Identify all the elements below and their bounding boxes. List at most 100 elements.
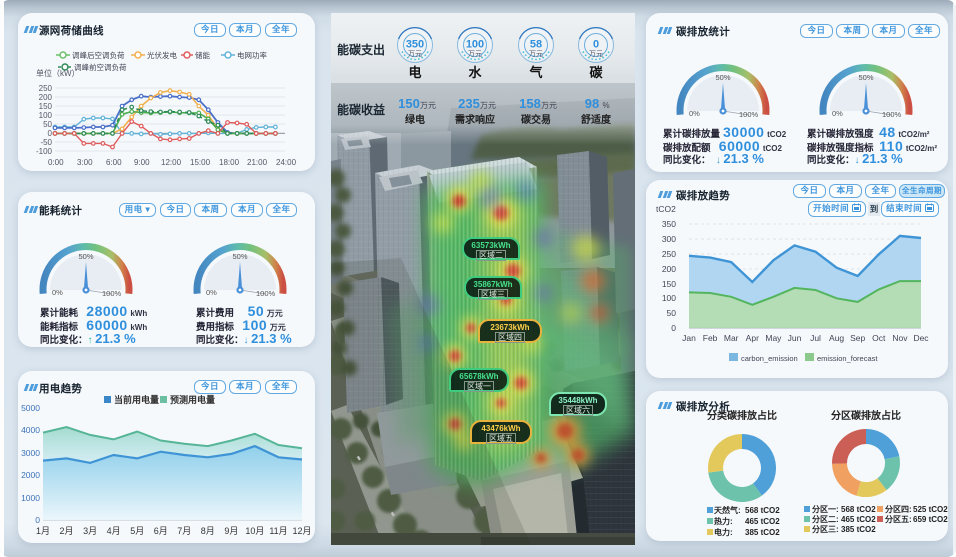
- svg-text:0%: 0%: [689, 109, 700, 118]
- svg-text:0%: 0%: [206, 288, 217, 297]
- svg-text:1000: 1000: [21, 493, 40, 503]
- svg-text:100%: 100%: [882, 110, 902, 119]
- svg-text:11月: 11月: [269, 526, 287, 536]
- svg-text:568 tCO2: 568 tCO2: [841, 505, 876, 514]
- svg-text:万元: 万元: [480, 101, 496, 110]
- svg-text:5000: 5000: [21, 403, 40, 413]
- svg-text:250: 250: [39, 84, 53, 93]
- svg-text:Oct: Oct: [872, 333, 886, 343]
- svg-text:万元: 万元: [589, 50, 603, 58]
- svg-text:58: 58: [530, 39, 542, 51]
- svg-text:100: 100: [466, 39, 484, 51]
- svg-text:分类碳排放占比: 分类碳排放占比: [707, 409, 777, 422]
- svg-text:碳交易: 碳交易: [521, 113, 551, 126]
- svg-text:1月: 1月: [36, 526, 50, 536]
- svg-text:May: May: [765, 333, 782, 343]
- svg-text:-50: -50: [40, 138, 52, 147]
- svg-text:0: 0: [593, 39, 599, 51]
- svg-text:5月: 5月: [130, 526, 144, 536]
- svg-text:Jun: Jun: [788, 333, 802, 343]
- svg-text:350: 350: [662, 219, 676, 229]
- svg-text:2000: 2000: [21, 470, 40, 480]
- svg-text:3:00: 3:00: [77, 158, 93, 167]
- svg-text:Apr: Apr: [746, 333, 759, 343]
- svg-text:50: 50: [667, 308, 677, 318]
- svg-text:200: 200: [39, 93, 53, 102]
- svg-text:0%: 0%: [52, 288, 63, 297]
- svg-text:235: 235: [458, 96, 480, 111]
- svg-text:100%: 100%: [256, 289, 276, 298]
- svg-text:300: 300: [662, 234, 676, 244]
- svg-text:6:00: 6:00: [106, 158, 122, 167]
- svg-text:12:00: 12:00: [161, 158, 182, 167]
- svg-text:4月: 4月: [107, 526, 121, 536]
- svg-text:150: 150: [39, 102, 53, 111]
- svg-text:分区三:: 分区三:: [812, 524, 839, 534]
- svg-text:18:00: 18:00: [219, 158, 240, 167]
- svg-text:3000: 3000: [21, 448, 40, 458]
- svg-text:2月: 2月: [59, 526, 73, 536]
- svg-text:100%: 100%: [102, 289, 122, 298]
- svg-text:水: 水: [468, 65, 482, 80]
- svg-text:绿电: 绿电: [405, 113, 425, 126]
- svg-text:385 tCO2: 385 tCO2: [745, 528, 780, 537]
- svg-text:Feb: Feb: [703, 333, 718, 343]
- svg-text:电力:: 电力:: [714, 527, 733, 537]
- svg-text:分区二:: 分区二:: [812, 514, 839, 524]
- svg-text:分区四:: 分区四:: [885, 504, 912, 514]
- svg-text:天然气:: 天然气:: [714, 505, 741, 515]
- svg-text:分区碳排放占比: 分区碳排放占比: [831, 409, 901, 422]
- svg-text:Mar: Mar: [724, 333, 739, 343]
- svg-text:12月: 12月: [292, 526, 311, 536]
- svg-text:465 tCO2: 465 tCO2: [841, 515, 876, 524]
- svg-text:Jan: Jan: [682, 333, 696, 343]
- svg-text:7月: 7月: [177, 526, 191, 536]
- svg-text:舒适度: 舒适度: [581, 113, 612, 126]
- svg-text:0: 0: [671, 323, 676, 333]
- svg-text:carbon_emission: carbon_emission: [741, 354, 798, 363]
- svg-text:98: 98: [585, 96, 599, 111]
- svg-text:0: 0: [48, 129, 53, 138]
- svg-text:15:00: 15:00: [190, 158, 211, 167]
- svg-text:100: 100: [39, 111, 53, 120]
- svg-text:电: 电: [408, 65, 421, 80]
- svg-text:Sep: Sep: [850, 333, 865, 343]
- svg-text:350: 350: [406, 39, 424, 51]
- svg-text:单位（kW）: 单位（kW）: [36, 68, 80, 78]
- svg-text:158: 158: [519, 96, 541, 111]
- svg-text:万元: 万元: [541, 101, 557, 110]
- svg-text:电网功率: 电网功率: [237, 50, 267, 60]
- svg-text:250: 250: [662, 249, 676, 259]
- svg-text:需求响应: 需求响应: [455, 113, 495, 126]
- svg-text:预测用电量: 预测用电量: [170, 394, 215, 405]
- svg-text:50%: 50%: [715, 73, 730, 82]
- svg-text:50%: 50%: [232, 252, 247, 261]
- svg-text:tCO2: tCO2: [656, 204, 676, 214]
- svg-text:当前用电量: 当前用电量: [114, 394, 159, 405]
- svg-text:100%: 100%: [739, 110, 759, 119]
- svg-text:100: 100: [662, 293, 676, 303]
- svg-text:659 tCO2: 659 tCO2: [913, 515, 948, 524]
- svg-text:%: %: [602, 101, 609, 110]
- svg-text:0%: 0%: [832, 109, 843, 118]
- svg-text:200: 200: [662, 264, 676, 274]
- svg-text:Dec: Dec: [913, 333, 929, 343]
- svg-text:150: 150: [662, 279, 676, 289]
- svg-text:调峰后空调负荷: 调峰后空调负荷: [72, 50, 125, 60]
- svg-text:465 tCO2: 465 tCO2: [745, 517, 780, 526]
- svg-text:emission_forecast: emission_forecast: [817, 354, 878, 363]
- svg-text:8月: 8月: [201, 526, 215, 536]
- svg-text:10月: 10月: [245, 526, 264, 536]
- svg-text:0: 0: [35, 515, 40, 525]
- svg-text:9月: 9月: [224, 526, 238, 536]
- svg-text:50%: 50%: [858, 73, 873, 82]
- svg-text:分区一:: 分区一:: [812, 504, 839, 514]
- svg-text:Jul: Jul: [810, 333, 821, 343]
- svg-text:3月: 3月: [83, 526, 97, 536]
- svg-text:万元: 万元: [529, 50, 543, 58]
- svg-text:150: 150: [398, 96, 420, 111]
- svg-text:分区五:: 分区五:: [885, 514, 912, 524]
- svg-text:9:00: 9:00: [134, 158, 150, 167]
- svg-text:热力:: 热力:: [714, 516, 733, 526]
- svg-text:385 tCO2: 385 tCO2: [841, 525, 876, 534]
